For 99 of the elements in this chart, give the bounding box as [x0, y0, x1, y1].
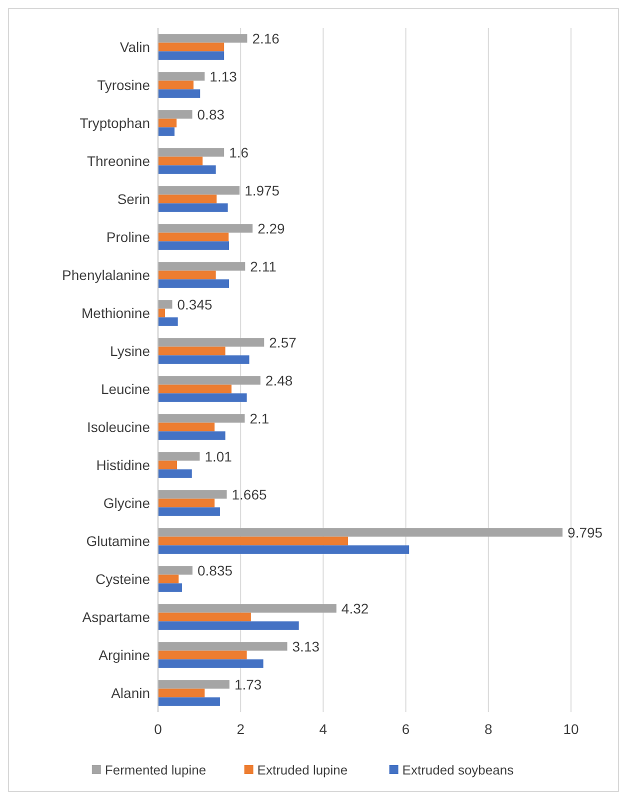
data-label: 2.48 — [265, 372, 293, 388]
data-label: 9.795 — [568, 524, 603, 540]
bar — [158, 194, 217, 204]
bar — [158, 566, 192, 575]
data-label: 0.83 — [197, 106, 225, 122]
bar — [158, 688, 205, 698]
bar — [158, 697, 220, 706]
bar — [158, 80, 194, 90]
data-label: 4.32 — [341, 600, 369, 616]
y-tick-label: Histidine — [96, 456, 150, 473]
bar — [158, 536, 348, 546]
bar — [158, 127, 175, 136]
bar — [158, 393, 247, 402]
bar — [158, 110, 192, 119]
bar — [158, 376, 260, 385]
y-tick-label: Phenylalanine — [62, 266, 150, 283]
bar — [158, 308, 166, 318]
bar — [158, 34, 248, 43]
x-tick-label: 10 — [563, 721, 579, 737]
bar — [158, 186, 240, 195]
y-tick-label: Serin — [117, 190, 150, 207]
legend-label: Extruded lupine — [257, 762, 348, 778]
bar — [158, 232, 229, 242]
bar — [158, 384, 232, 394]
data-label: 2.57 — [269, 334, 297, 350]
x-tick-label: 0 — [154, 721, 162, 737]
y-tick-label: Valin — [120, 38, 150, 55]
data-label: 1.6 — [229, 144, 249, 160]
x-tick-label: 8 — [484, 721, 492, 737]
bar — [158, 659, 264, 668]
y-tick-label: Proline — [106, 228, 150, 245]
bar — [158, 431, 226, 440]
bar — [158, 270, 216, 280]
x-tick-label: 4 — [319, 721, 328, 737]
bar — [158, 642, 288, 651]
data-label: 1.73 — [234, 676, 262, 692]
bar — [158, 621, 299, 630]
bar — [158, 452, 200, 461]
bar — [158, 338, 264, 347]
bar — [158, 262, 246, 271]
data-label: 2.16 — [252, 30, 280, 46]
data-label: 1.01 — [204, 448, 232, 464]
bar — [158, 583, 182, 592]
bar — [158, 507, 220, 516]
bar — [158, 528, 563, 537]
bar — [158, 574, 179, 584]
bar — [158, 422, 215, 432]
bar — [158, 148, 224, 157]
data-label: 0.345 — [177, 296, 212, 312]
data-label: 1.665 — [232, 486, 268, 502]
bar — [158, 346, 226, 356]
bar — [158, 490, 227, 499]
y-tick-label: Threonine — [86, 152, 150, 169]
bar — [158, 604, 336, 613]
bar — [158, 612, 251, 622]
bar — [158, 460, 177, 470]
data-label: 2.29 — [258, 220, 286, 236]
y-tick-label: Lysine — [110, 342, 150, 359]
y-tick-label: Methionine — [82, 304, 150, 321]
y-tick-label: Aspartame — [82, 608, 150, 625]
bar — [158, 680, 230, 689]
bar — [158, 224, 253, 233]
bar — [158, 300, 172, 309]
data-label: 2.11 — [250, 258, 277, 274]
data-label: 3.13 — [292, 638, 320, 654]
bar — [158, 118, 177, 128]
bar — [158, 545, 410, 554]
bar — [158, 650, 247, 660]
bar — [158, 165, 216, 174]
y-tick-label: Alanin — [111, 684, 150, 701]
y-tick-label: Arginine — [98, 646, 150, 663]
data-label: 1.975 — [244, 182, 280, 198]
bar — [158, 156, 203, 166]
y-tick-label: Leucine — [100, 380, 150, 397]
bar — [158, 51, 224, 60]
y-tick-label: Isoleucine — [86, 418, 150, 435]
bar — [158, 279, 230, 288]
bar — [158, 42, 224, 52]
y-tick-label: Glutamine — [86, 532, 150, 549]
y-tick-label: Tryptophan — [80, 114, 150, 131]
y-tick-label: Glycine — [103, 494, 150, 511]
data-label: 2.1 — [250, 410, 270, 426]
bar — [158, 241, 230, 250]
bar — [158, 89, 200, 98]
bar — [158, 469, 192, 478]
bar — [158, 498, 215, 508]
bar — [158, 355, 250, 364]
data-label: 0.835 — [197, 562, 233, 578]
legend-label: Extruded soybeans — [402, 762, 514, 778]
x-tick-label: 6 — [402, 721, 410, 737]
y-tick-label: Cysteine — [96, 570, 150, 587]
legend-label: Fermented lupine — [104, 762, 206, 778]
bar — [158, 414, 245, 423]
bar — [158, 203, 228, 212]
y-tick-label: Tyrosine — [97, 76, 150, 93]
bar — [158, 317, 178, 326]
bar — [158, 72, 205, 81]
data-label: 1.13 — [210, 68, 238, 84]
x-tick-label: 2 — [236, 721, 245, 737]
